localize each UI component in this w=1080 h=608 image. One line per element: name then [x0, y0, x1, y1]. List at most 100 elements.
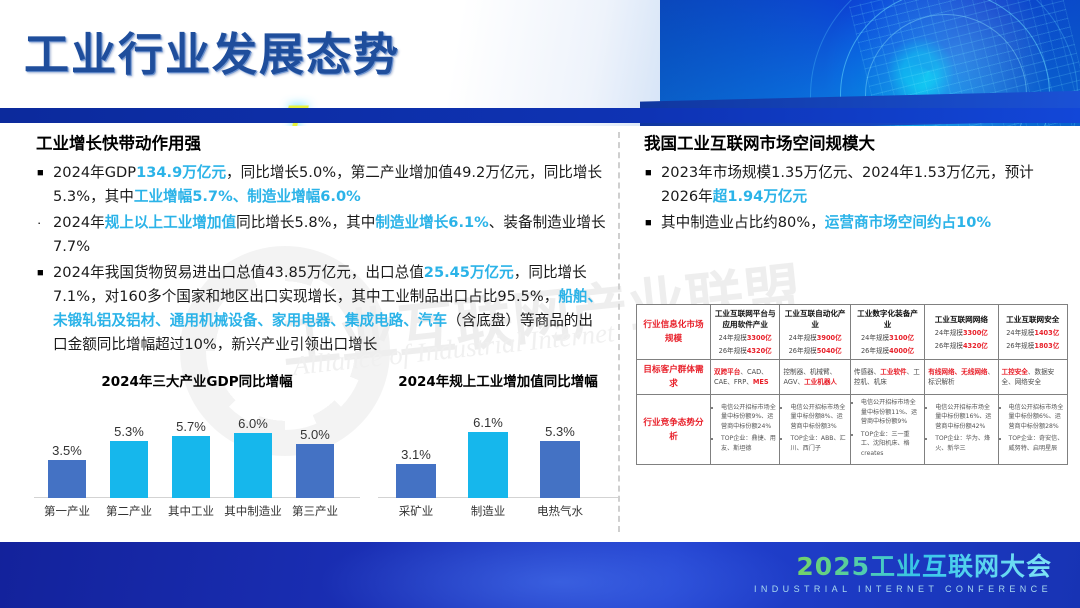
chart-bar-group: 5.3% 电热气水 [537, 424, 583, 518]
table-column-header: 工业互联自动化产业 [784, 309, 846, 329]
bullet-marker-icon: ■ [645, 217, 652, 229]
bullet-item: ■ 2024年我国货物贸易进出口总值43.85万亿元，出口总值25.45万亿元，同… [36, 261, 606, 357]
footer-glow-decoration [300, 542, 820, 608]
chart-bar-value-label: 6.0% [238, 416, 268, 431]
chart-plot-area: 3.5% 第一产业 5.3% 第二产业 5.7% 其中工业 6.0% 其中制造业 5.0% 第三产… [34, 396, 360, 524]
slide-footer: 2025工业互联网大会 INDUSTRIAL INTERNET CONFEREN… [0, 542, 1080, 608]
highlight-text: 运营商市场空间约占10% [824, 214, 992, 231]
table-cell-demand: 传感器、工业软件、工控机、机床 [849, 359, 926, 395]
highlight-text: 制造业增长6.1% [375, 214, 489, 231]
body-text: 、装备制造业增长7.7% [53, 214, 606, 255]
bullet-item: ■ 2023年市场规模1.35万亿元、2024年1.53万亿元，预计2026年超1… [644, 161, 1064, 209]
chart-category-label: 采矿业 [398, 504, 434, 518]
chart-bar [48, 460, 86, 498]
highlight-text: 工业增幅5.7%、制造业增幅6.0% [133, 188, 361, 205]
chart-category-label: 其中工业 [168, 504, 214, 518]
table-row-label: 目标客户群体需求 [636, 359, 711, 395]
body-text: 同比增长5.8%，其中 [236, 214, 376, 231]
table-cell-scale: 工业互联自动化产业 24年规模3900亿 26年规模5040亿 [779, 304, 851, 360]
table-cell-demand: 控制器、机械臂、AGV、工业机器人 [779, 359, 851, 395]
column-divider [618, 132, 620, 532]
table-cell-demand: 有线网络、无线网络、标识解析 [924, 359, 999, 395]
demand-text: 、工控机、机床 [853, 367, 920, 387]
page-title: 工业行业发展态势 [24, 28, 401, 81]
table-cell-scale: 工业互联网平台与应用软件产业 24年规模3300亿 26年规模4320亿 [709, 304, 781, 360]
highlight-text: 25.45万亿元 [423, 264, 514, 281]
demand-text: 、CAD、CAE、FRP、 [714, 367, 768, 387]
table-column-header: 工业互联网网络 [934, 314, 988, 324]
body-text: 2023年市场规模1.35万亿元、2024年1.53万亿元，预计2026年 [661, 164, 1034, 205]
bullet-marker-icon: ■ [37, 267, 44, 279]
chart-bar [172, 436, 210, 498]
right-column: 我国工业互联网市场空间规模大 ■ 2023年市场规模1.35万亿元、2024年1.… [644, 130, 1064, 237]
table-cell-competition: 电信公开招标市场全量中标份额9%、运营商中标份额24% TOP企业：鼎捷、用友、斯… [709, 394, 781, 465]
bullet-text: 2024年我国货物贸易进出口总值43.85万亿元，出口总值25.45万亿元，同比… [53, 261, 606, 357]
competition-list: 电信公开招标市场全量中标份额6%、运营商中标份额28% TOP企业：奇安信、威努特… [1002, 403, 1064, 454]
bullet-item: · 2024年规上以上工业增加值同比增长5.8%，其中制造业增长6.1%、装备制造… [36, 211, 606, 259]
body-text: ，同比增长7.1%，对160多个国家和地区出口实现增长，其中工业制品出口占比95… [53, 264, 587, 305]
highlight-text: 规上以上工业增加值 [104, 214, 237, 231]
body-text: ，同比增长5.0%，第二产业增加值49.2万亿元，同比增长5.3%，其中 [53, 164, 603, 205]
chart-bar-group: 5.7% 其中工业 [168, 419, 214, 518]
chart-category-label: 第三产业 [292, 504, 338, 518]
left-column: 工业增长快带动作用强 ■ 2024年GDP134.9万亿元，同比增长5.0%，第二… [36, 130, 606, 359]
competition-item: 电信公开招标市场全量中标份额11%、运营商中标份额9% [861, 398, 921, 427]
table-cell-competition: 电信公开招标市场全量中标份额16%、运营商中标份额42% TOP企业：华为、烽火、… [924, 394, 999, 465]
demand-text: 控制器、机械臂、AGV、 [783, 367, 837, 387]
body-text: 2024年GDP [53, 164, 137, 181]
body-text: 2024年我国货物贸易进出口总值43.85万亿元，出口总值 [53, 264, 424, 281]
table-cell-competition: 电信公开招标市场全量中标份额8%、运营商中标份额3% TOP企业：ABB、汇川、西… [779, 394, 851, 465]
bullet-marker-icon: ■ [645, 167, 652, 179]
competition-item: 电信公开招标市场全量中标份额9%、运营商中标份额24% [721, 403, 776, 432]
table-cell-scale: 工业互联网安全 24年规模1403亿 26年规模1803亿 [997, 304, 1069, 360]
table-column-header: 工业互联网安全 [1006, 314, 1060, 324]
chart-bar-value-label: 5.0% [300, 427, 330, 442]
competition-list: 电信公开招标市场全量中标份额16%、运营商中标份额42% TOP企业：华为、烽火、… [928, 403, 994, 454]
chart-title: 2024年三大产业GDP同比增幅 [101, 374, 293, 390]
demand-highlight: 有线网络、无线网络 [928, 367, 988, 376]
header-accent-band [0, 108, 1080, 123]
bullet-item: ■ 其中制造业占比约80%，运营商市场空间约占10% [644, 211, 1064, 235]
slide-body: 工业互联网产业联盟 Alliance of Industrial Interne… [0, 126, 1080, 542]
conference-logo-sub: INDUSTRIAL INTERNET CONFERENCE [753, 584, 1052, 594]
bullet-text: 2023年市场规模1.35万亿元、2024年1.53万亿元，预计2026年超1.… [661, 161, 1064, 209]
table-figure-2026: 26年规模4320亿 [934, 341, 988, 350]
chart-category-label: 制造业 [470, 504, 506, 518]
demand-highlight: 工业软件 [880, 367, 907, 376]
chart-category-label: 第二产业 [106, 504, 152, 518]
competition-item: TOP企业：三一重工、沈阳机床、格creates [861, 430, 921, 459]
chart-bar-value-label: 5.3% [114, 424, 144, 439]
table-figure-2026: 26年规模4320亿 [718, 347, 772, 355]
chart-bar-group: 6.0% 其中制造业 [224, 416, 282, 518]
conference-logo-main: 2025工业互联网大会 [754, 552, 1052, 582]
table-figure-2026: 26年规模1803亿 [1006, 341, 1060, 350]
conference-logo: 2025工业互联网大会 INDUSTRIAL INTERNET CONFEREN… [754, 552, 1052, 594]
table-row: 行业信息化市场规模 工业互联网平台与应用软件产业 24年规模3300亿 26年规模43… [636, 304, 1069, 360]
chart-category-label: 电热气水 [537, 504, 583, 518]
chart-gdp-growth: 2024年三大产业GDP同比增幅 3.5% 第一产业 5.3% 第二产业 5.7% 其中工… [34, 370, 360, 524]
bullet-text: 其中制造业占比约80%，运营商市场空间约占10% [661, 211, 1064, 235]
market-table: 行业信息化市场规模 工业互联网平台与应用软件产业 24年规模3300亿 26年规模43… [636, 304, 1069, 465]
chart-bar-group: 3.1% 采矿业 [396, 447, 436, 518]
charts-area: 2024年三大产业GDP同比增幅 3.5% 第一产业 5.3% 第二产业 5.7% 其中工… [30, 370, 620, 530]
chart-bar [110, 441, 148, 498]
competition-list: 电信公开招标市场全量中标份额8%、运营商中标份额3% TOP企业：ABB、汇川、西… [783, 403, 846, 454]
body-text: （含底盘）等商品的出口金额同比增幅超过10%，新兴产业引领出口增长 [53, 312, 593, 353]
table-row: 目标客户群体需求 双跨平台、CAD、CAE、FRP、MES 控制器、机械臂、AGV、… [636, 359, 1069, 395]
demand-list: 工控安全、数据安全、网络安全 [1002, 367, 1064, 388]
table-figure-2024: 24年规模1403亿 [1006, 328, 1060, 337]
table-column-header: 工业数字化装备产业 [857, 309, 918, 329]
competition-item: TOP企业：奇安信、威努特、启明星辰 [1009, 434, 1064, 453]
highlight-text: 超1.94万亿元 [712, 188, 808, 205]
chart-bar-value-label: 6.1% [473, 415, 503, 430]
chart-bar-group: 5.0% 第三产业 [292, 427, 338, 518]
competition-item: TOP企业：ABB、汇川、西门子 [790, 434, 846, 453]
demand-highlight: 工控安全 [1001, 367, 1028, 376]
table-cell-competition: 电信公开招标市场全量中标份额6%、运营商中标份额28% TOP企业：奇安信、威努特… [997, 394, 1069, 465]
competition-list: 电信公开招标市场全量中标份额9%、运营商中标份额24% TOP企业：鼎捷、用友、斯… [714, 403, 776, 454]
table-figure-2026: 26年规模5040亿 [788, 347, 842, 355]
chart-bar-group: 5.3% 第二产业 [106, 424, 152, 518]
body-text: 2024年 [53, 214, 105, 231]
competition-list: 电信公开招标市场全量中标份额11%、运营商中标份额9% TOP企业：三一重工、沈阳… [854, 398, 921, 458]
demand-list: 有线网络、无线网络、标识解析 [928, 367, 994, 388]
